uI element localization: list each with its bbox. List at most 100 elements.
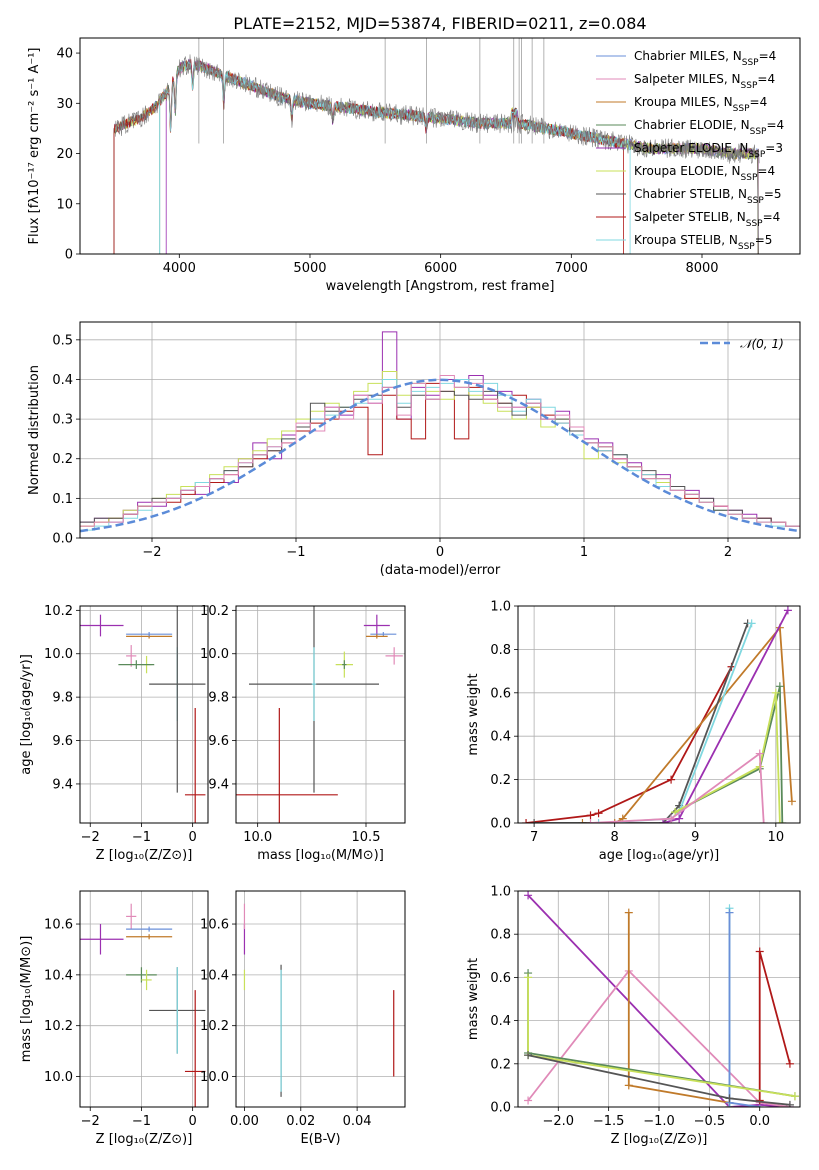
weight_vs_Z-line-salpeter_stelib <box>758 951 791 1101</box>
weight_vs_age-ytick-label: 1.0 <box>490 600 511 615</box>
weight_vs_age-line-salpeter_miles <box>590 751 765 823</box>
residuals-frame <box>79 321 801 539</box>
spectrum-ytick-label: 20 <box>56 147 73 162</box>
legend-entry-chabrier_stelib: Chabrier STELIB, NSSP=5 <box>634 187 782 206</box>
weight_vs_age-xlabel: age [log₁₀(age/yr)] <box>599 848 720 863</box>
mass_vs_Z-point-salpeter_stelib <box>184 990 206 1107</box>
spectrum-ytick-label: 40 <box>56 47 73 62</box>
age_vs_Z-point-chabrier_miles <box>126 632 173 637</box>
age_vs_mass-xtick-label: 10.0 <box>243 830 272 845</box>
weight_vs_age-axes: 7 8 9 10 0.0 0.2 0.4 0.6 0.8 1.0 age [log₁₀(age/yr… <box>466 600 801 863</box>
weight_vs_Z-xtick-label: −0.5 <box>694 1114 726 1129</box>
mass_vs_Z-point-kroupa_elodie <box>141 969 152 991</box>
spectrum-model-chabrier_miles <box>113 59 759 254</box>
age_vs_Z-ytick-label: 10.0 <box>44 647 73 662</box>
mass_vs_Z-point-kroupa_miles <box>126 934 173 940</box>
mass_vs_ebv-ytick-label: 10.2 <box>200 1019 229 1034</box>
age_vs_mass-xtick-label: 10.5 <box>352 830 381 845</box>
age_vs_mass-point-kroupa_miles <box>366 634 388 639</box>
mass_vs_ebv-xtick-label: 0.00 <box>230 1114 259 1129</box>
normal-curve <box>80 378 800 533</box>
age_vs_Z-ytick-label: 9.6 <box>52 734 73 749</box>
legend-sub: SSP <box>742 58 759 68</box>
weight_vs_age-line-salpeter_elodie <box>662 609 789 823</box>
residuals-axes: −2 −1 0 1 2 0.0 0.1 0.2 0.3 0.4 0.5 (data-model)/er… <box>27 321 801 578</box>
legend-eq: =4 <box>759 49 777 63</box>
mass_vs_Z-xtick-label: −2 <box>81 1114 100 1129</box>
age_vs_mass-ytick-label: 9.4 <box>208 777 229 792</box>
spectrum-title: PLATE=2152, MJD=53874, FIBERID=0211, z=0… <box>233 14 646 33</box>
weight_vs_age-ylabel: mass weight <box>466 673 481 755</box>
weight_vs_Z-ytick-label: 0.6 <box>490 971 511 986</box>
weight_vs_Z-marker-salpeter_stelib <box>785 1059 794 1068</box>
spectrum-ytick-label: 10 <box>56 197 73 212</box>
age_vs_mass-point-salpeter_elodie <box>363 614 390 637</box>
weight_vs_age-marker-salpeter_stelib <box>667 775 676 784</box>
age_vs_Z-point-salpeter_miles <box>126 645 137 667</box>
age_vs_mass-point-chabrier_elodie <box>342 660 347 669</box>
weight_vs_age-line-chabrier_elodie <box>674 686 784 823</box>
weight_vs_Z-marker-chabrier_miles <box>725 908 734 917</box>
mass_vs_Z-point-chabrier_miles <box>126 926 173 932</box>
weight_vs_Z-plot-area <box>524 891 799 1107</box>
weight_vs_Z-marker-salpeter_miles <box>524 1096 533 1105</box>
weight_vs_age-ytick-label: 0.6 <box>490 686 511 701</box>
age_vs_mass-plot-area <box>236 606 403 823</box>
weight_vs_age-ytick-label: 0.4 <box>490 730 511 745</box>
age_vs_mass-ytick-label: 10.0 <box>200 647 229 662</box>
spectrum-model-salpeter_elodie <box>165 58 759 254</box>
spectrum-xtick-label: 6000 <box>424 261 457 276</box>
age_vs_Z-point-salpeter_elodie <box>80 614 124 637</box>
residuals-xtick-label: 0 <box>436 545 444 560</box>
mass_vs_Z-axes: −2 −1 0 10.0 10.2 10.4 10.6 Z [log₁₀(Z/Z⊙)] mass… <box>19 890 209 1147</box>
legend-sub: SSP <box>748 150 765 160</box>
mass_vs_Z-plot-area <box>80 903 206 1107</box>
weight_vs_Z-ytick-label: 0.8 <box>490 928 511 943</box>
spectrum-model-salpeter_miles <box>113 59 759 254</box>
age_vs_Z-plot-area <box>80 606 206 823</box>
legend-entry-salpeter_stelib: Salpeter STELIB, NSSP=4 <box>634 210 780 229</box>
weight_vs_age-marker-salpeter_elodie <box>659 819 668 823</box>
spectrum-xlabel: wavelength [Angstrom, rest frame] <box>326 279 555 294</box>
mass_vs_Z-point-salpeter_elodie <box>80 924 124 955</box>
mass_vs_ebv-ytick-label: 10.4 <box>200 968 229 983</box>
weight_vs_Z-xtick-label: −2.0 <box>542 1114 574 1129</box>
legend-sub: SSP <box>738 242 755 252</box>
weight_vs_age-line-chabrier_stelib <box>534 623 749 823</box>
age_vs_mass-point-salpeter_stelib <box>236 707 338 823</box>
age_vs_Z-xlabel: Z [log₁₀(Z/Z⊙)] <box>96 848 193 863</box>
age_vs_Z-axes: −2 −1 0 9.4 9.6 9.8 10.0 10.2 Z [log₁₀(Z/Z⊙)] age… <box>19 604 209 863</box>
legend-sub: SSP <box>747 196 764 206</box>
legend-entry-chabrier_miles: Chabrier MILES, NSSP=4 <box>634 49 776 68</box>
legend-label: Kroupa MILES, N <box>634 95 733 109</box>
legend-sub: SSP <box>741 173 758 183</box>
spectrum-frame <box>79 37 801 255</box>
mass_vs_Z-point-kroupa_stelib <box>176 967 178 1054</box>
weight_vs_Z-xtick-label: 0.0 <box>749 1114 770 1129</box>
legend-entry-salpeter_miles: Salpeter MILES, NSSP=4 <box>634 72 775 91</box>
weight_vs_age-xtick-label: 8 <box>611 830 619 845</box>
residuals-ytick-label: 0.2 <box>52 452 73 467</box>
mass_vs_Z-ylabel: mass [log₁₀(M/M⊙)] <box>19 936 34 1063</box>
legend-label: Salpeter MILES, N <box>634 72 741 86</box>
residuals-xtick-label: 2 <box>724 545 732 560</box>
age_vs_mass-point-kroupa_stelib <box>311 647 317 722</box>
weight_vs_age-marker-chabrier_elodie <box>778 819 787 823</box>
legend-entry-kroupa_elodie: Kroupa ELODIE, NSSP=4 <box>634 164 775 183</box>
spectrum-ytick-label: 30 <box>56 97 73 112</box>
weight_vs_Z-xtick-label: −1.5 <box>593 1114 625 1129</box>
age_vs_Z-xtick-label: −2 <box>81 830 100 845</box>
age_vs_mass-point-salpeter_miles <box>385 647 403 665</box>
spectrum-model-kroupa_elodie <box>113 60 759 254</box>
spectrum-model-kroupa_miles <box>113 58 759 254</box>
mass_vs_ebv-plot-area <box>243 903 395 1097</box>
weight_vs_age-line-kroupa_miles <box>582 625 793 823</box>
mass_vs_ebv-xtick-label: 0.04 <box>343 1114 372 1129</box>
mass_vs_Z-ytick-label: 10.4 <box>44 968 73 983</box>
legend-sub: SSP <box>741 81 758 91</box>
age_vs_mass-ytick-label: 9.6 <box>208 734 229 749</box>
age_vs_Z-point-salpeter_stelib <box>184 707 206 823</box>
legend-label: Salpeter STELIB, N <box>634 210 746 224</box>
weight_vs_age-marker-salpeter_miles <box>759 819 768 823</box>
spectrum-plot-area <box>113 38 760 254</box>
